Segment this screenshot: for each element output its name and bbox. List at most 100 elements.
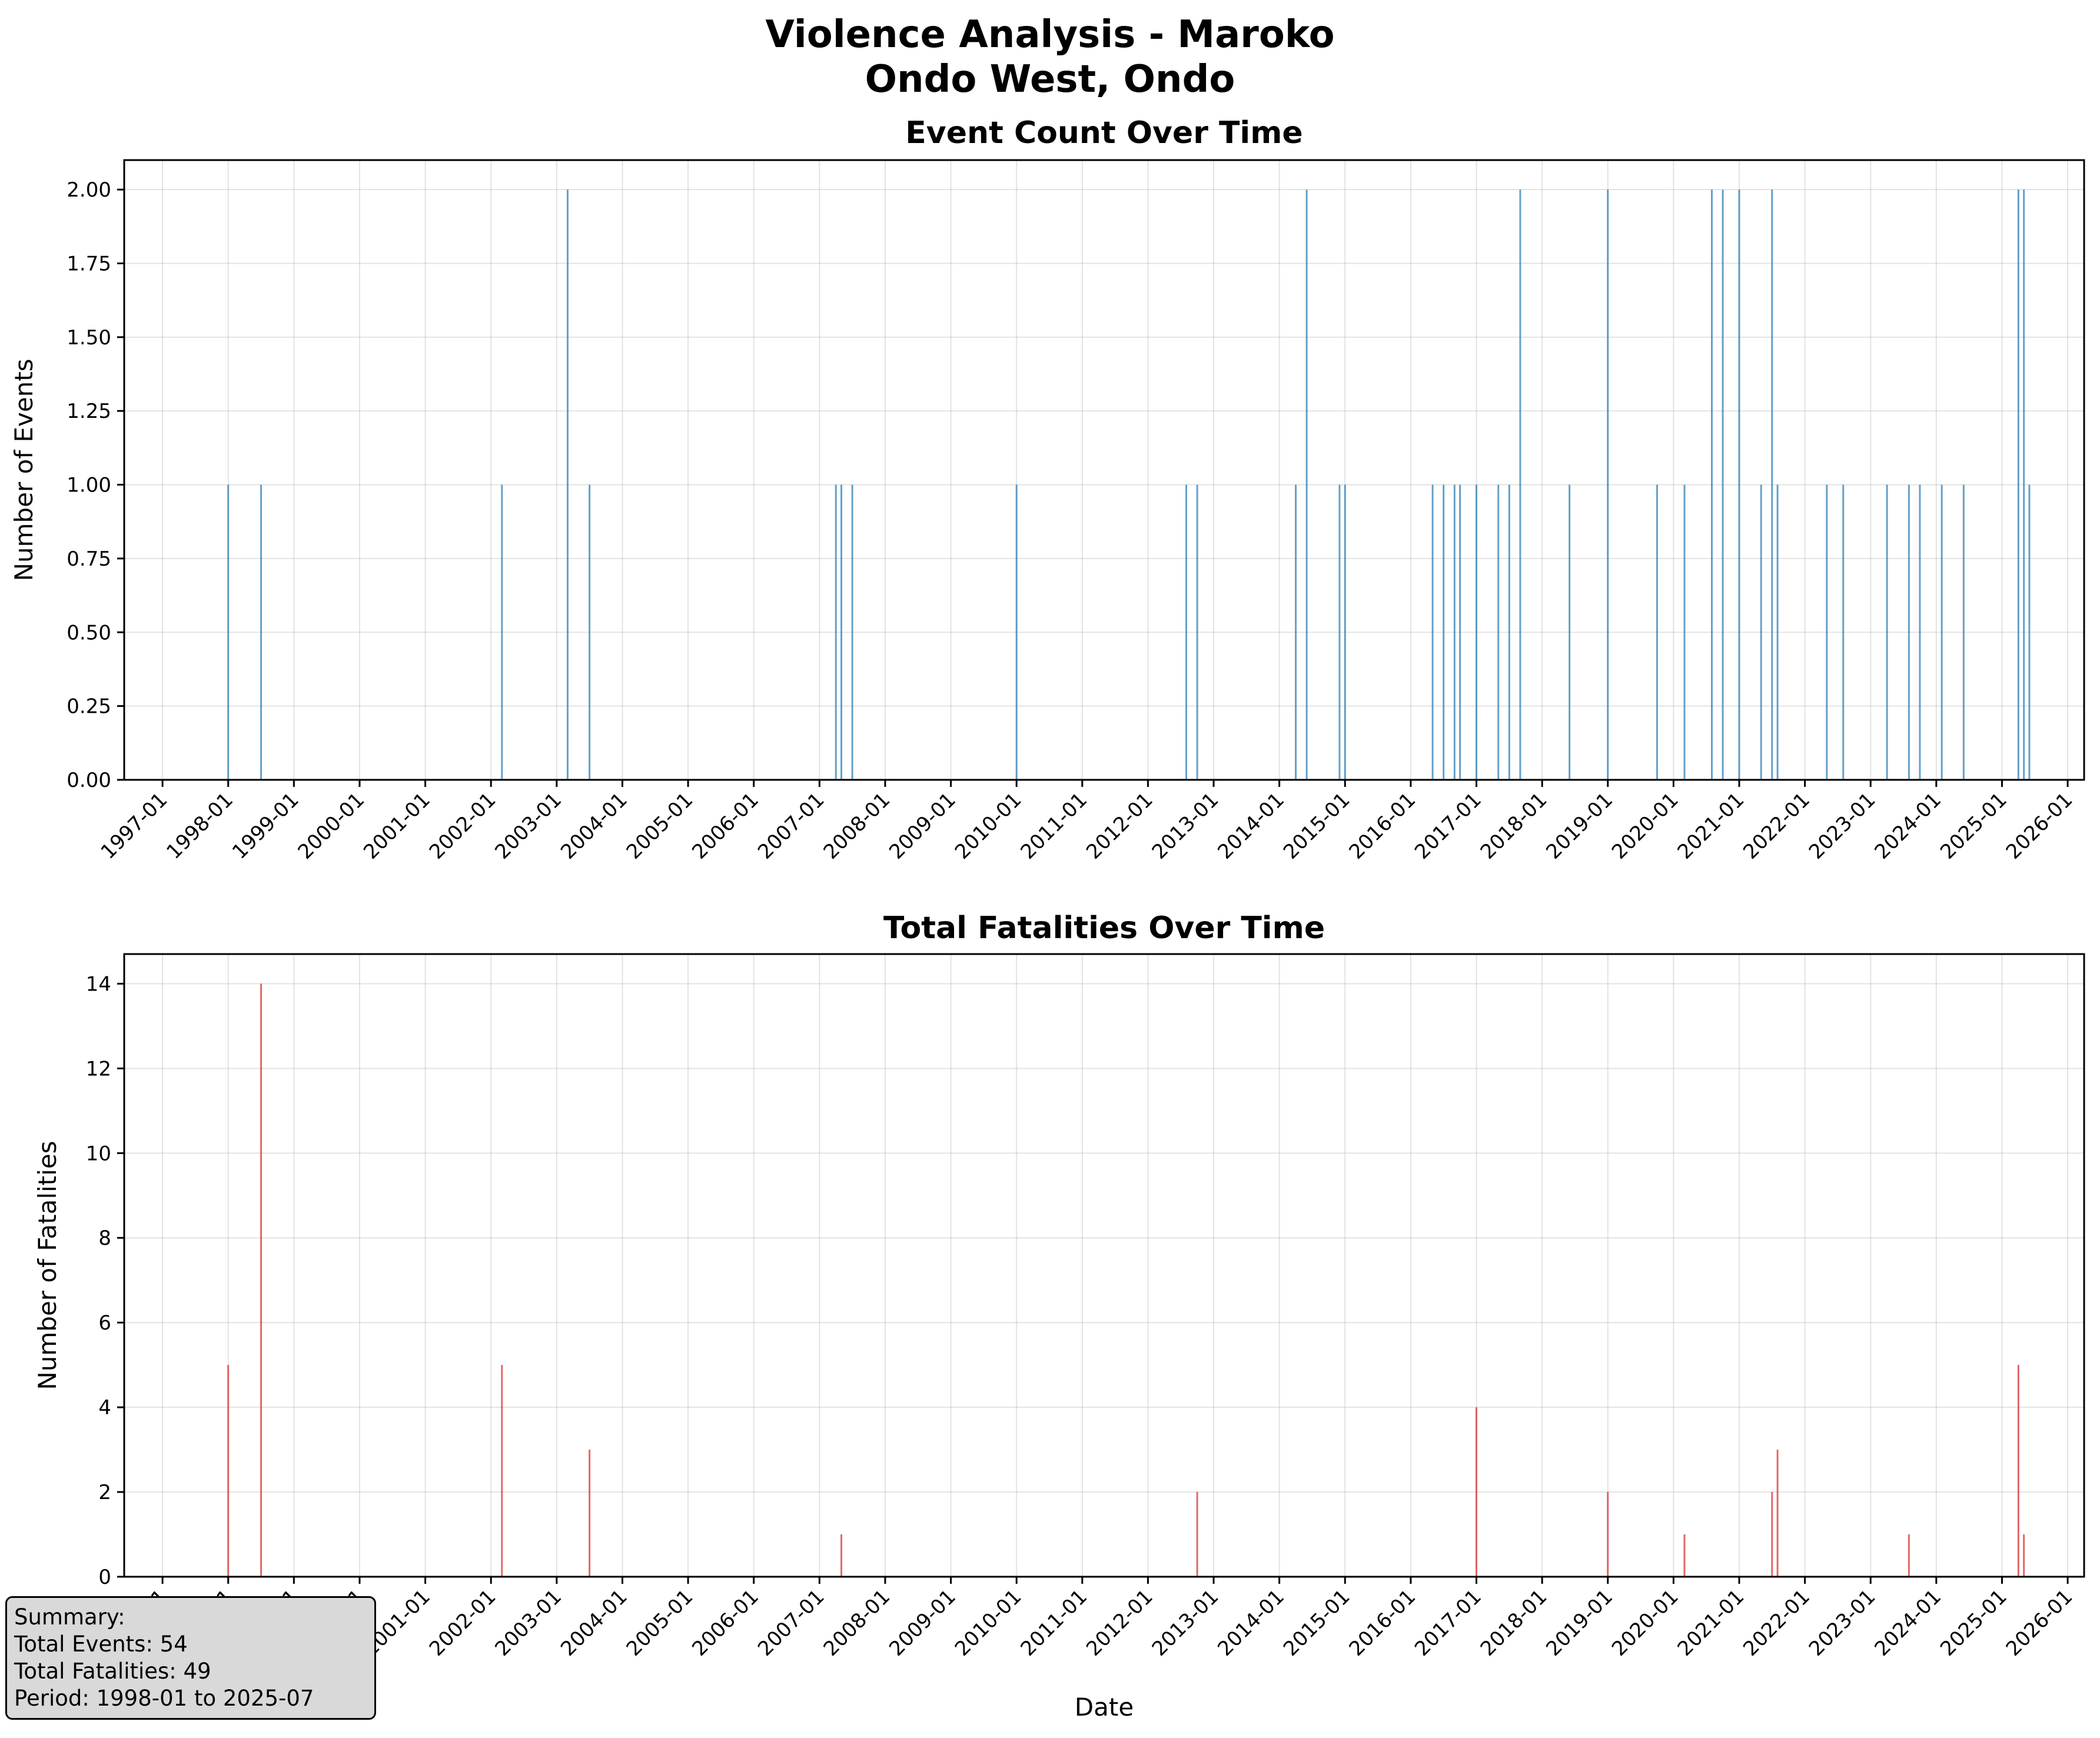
chart0-bar-23 bbox=[1569, 484, 1571, 780]
chart0-xtick-label-6: 2003-01 bbox=[490, 788, 566, 864]
chart0-bar-5 bbox=[835, 484, 837, 780]
chart0-bar-1 bbox=[260, 484, 262, 780]
chart0-bar-42 bbox=[2028, 484, 2031, 780]
chart0-xtick-label-8: 2005-01 bbox=[622, 788, 698, 864]
chart1-xtick-label-28: 2025-01 bbox=[1936, 1585, 2012, 1661]
chart1-xtick-label-25: 2022-01 bbox=[1739, 1585, 1815, 1661]
chart0-xtick-label-9: 2006-01 bbox=[687, 788, 763, 864]
chart0-bar-17 bbox=[1453, 484, 1456, 780]
chart0-ytick-label-7: 1.75 bbox=[67, 252, 111, 276]
chart0-bar-14 bbox=[1344, 484, 1346, 780]
chart0-xtick-label-10: 2007-01 bbox=[753, 788, 829, 864]
summary-period: Period: 1998-01 to 2025-07 bbox=[14, 1686, 314, 1711]
chart0-xtick-label-23: 2020-01 bbox=[1607, 788, 1683, 864]
chart0-bar-27 bbox=[1710, 190, 1713, 780]
chart1-ytick-label-0: 0 bbox=[98, 1566, 111, 1589]
chart1-xtick-label-19: 2016-01 bbox=[1345, 1585, 1421, 1661]
chart0-xtick-label-29: 2026-01 bbox=[2002, 788, 2078, 864]
chart1-title: Total Fatalities Over Time bbox=[883, 910, 1325, 946]
chart0-xtick-label-15: 2012-01 bbox=[1082, 788, 1158, 864]
chart0-xtick-label-19: 2016-01 bbox=[1345, 788, 1421, 864]
chart1-bar-9 bbox=[1771, 1492, 1773, 1577]
chart1-xtick-label-18: 2015-01 bbox=[1279, 1585, 1355, 1661]
chart0-bar-38 bbox=[1940, 484, 1943, 780]
chart0-bar-0 bbox=[227, 484, 230, 780]
chart1-xtick-label-22: 2019-01 bbox=[1541, 1585, 1617, 1661]
chart1-bar-13 bbox=[2023, 1534, 2025, 1577]
chart0-xtick-label-4: 2001-01 bbox=[359, 788, 435, 864]
chart0-bar-30 bbox=[1760, 484, 1762, 780]
chart1-xtick-label-14: 2011-01 bbox=[1016, 1585, 1092, 1661]
chart1-xtick-label-5: 2002-01 bbox=[425, 1585, 501, 1661]
chart0-bar-40 bbox=[2017, 190, 2019, 780]
figure-title-line2: Ondo West, Ondo bbox=[865, 58, 1235, 101]
chart0-bar-18 bbox=[1459, 484, 1461, 780]
chart0-bar-7 bbox=[851, 484, 853, 780]
chart1-bar-3 bbox=[589, 1450, 591, 1577]
chart0-xtick-label-16: 2013-01 bbox=[1148, 788, 1224, 864]
chart0-axes-frame bbox=[123, 159, 2085, 781]
chart1-bar-5 bbox=[1196, 1492, 1198, 1577]
chart0-bar-32 bbox=[1776, 484, 1779, 780]
chart1-ytick-label-6: 12 bbox=[86, 1057, 111, 1081]
chart0-bar-6 bbox=[840, 484, 843, 780]
chart0-bar-13 bbox=[1338, 484, 1341, 780]
chart1-ytick-label-5: 10 bbox=[86, 1142, 111, 1165]
chart1-bar-10 bbox=[1776, 1450, 1779, 1577]
chart1-xtick-label-17: 2014-01 bbox=[1213, 1585, 1289, 1661]
chart0-bar-19 bbox=[1476, 484, 1478, 780]
chart0-ytick-label-0: 0.00 bbox=[67, 769, 111, 792]
chart1-xtick-label-11: 2008-01 bbox=[819, 1585, 895, 1661]
summary-heading: Summary: bbox=[14, 1604, 125, 1630]
chart0-ytick-label-1: 0.25 bbox=[67, 695, 111, 719]
chart0-xtick-label-25: 2022-01 bbox=[1739, 788, 1815, 864]
chart0-bar-35 bbox=[1886, 484, 1888, 780]
chart0-bar-21 bbox=[1508, 484, 1510, 780]
chart0-xtick-label-2: 1999-01 bbox=[228, 788, 304, 864]
chart1-xtick-label-23: 2020-01 bbox=[1607, 1585, 1683, 1661]
chart1-bar-4 bbox=[840, 1534, 843, 1577]
chart1-xtick-label-15: 2012-01 bbox=[1082, 1585, 1158, 1661]
chart0-xtick-label-27: 2024-01 bbox=[1870, 788, 1946, 864]
chart1-bar-0 bbox=[227, 1365, 230, 1577]
chart0-bar-15 bbox=[1431, 484, 1434, 780]
chart0-xtick-label-24: 2021-01 bbox=[1673, 788, 1749, 864]
summary-total-fatalities: Total Fatalities: 49 bbox=[14, 1659, 211, 1684]
chart1-bar-12 bbox=[2017, 1365, 2019, 1577]
chart1-ytick-label-4: 8 bbox=[98, 1227, 111, 1250]
chart0-bar-16 bbox=[1443, 484, 1445, 780]
chart1-axes-frame bbox=[123, 953, 2085, 1578]
chart1-xtick-label-20: 2017-01 bbox=[1410, 1585, 1486, 1661]
chart1-xtick-label-21: 2018-01 bbox=[1476, 1585, 1552, 1661]
chart0-xtick-label-26: 2023-01 bbox=[1805, 788, 1880, 864]
chart0-bar-36 bbox=[1908, 484, 1910, 780]
chart0-bar-41 bbox=[2023, 190, 2025, 780]
chart1-xtick-label-24: 2021-01 bbox=[1673, 1585, 1749, 1661]
chart0-ytick-label-2: 0.50 bbox=[67, 621, 111, 644]
chart0-bar-8 bbox=[1015, 484, 1018, 780]
chart1-xtick-label-9: 2006-01 bbox=[687, 1585, 763, 1661]
summary-box: Summary: Total Events: 54 Total Fataliti… bbox=[5, 1596, 376, 1720]
chart0-xtick-label-3: 2000-01 bbox=[294, 788, 370, 864]
chart0-bar-24 bbox=[1607, 190, 1609, 780]
chart0-xtick-label-1: 1998-01 bbox=[162, 788, 238, 864]
chart1-xtick-label-26: 2023-01 bbox=[1805, 1585, 1880, 1661]
chart1-xtick-label-29: 2026-01 bbox=[2002, 1585, 2078, 1661]
chart0-bar-3 bbox=[566, 190, 569, 780]
chart0-xtick-label-7: 2004-01 bbox=[556, 788, 632, 864]
chart0-bar-33 bbox=[1826, 484, 1828, 780]
chart0-xtick-label-11: 2008-01 bbox=[819, 788, 895, 864]
chart0-bar-34 bbox=[1842, 484, 1845, 780]
chart0-xtick-label-21: 2018-01 bbox=[1476, 788, 1552, 864]
chart0-xtick-label-12: 2009-01 bbox=[885, 788, 961, 864]
chart1-xtick-label-12: 2009-01 bbox=[885, 1585, 961, 1661]
chart0-bar-39 bbox=[1962, 484, 1965, 780]
chart1-ylabel: Number of Fatalities bbox=[33, 1141, 62, 1390]
chart1-ytick-label-1: 2 bbox=[98, 1481, 111, 1504]
summary-total-events: Total Events: 54 bbox=[14, 1631, 188, 1657]
chart0-bar-29 bbox=[1738, 190, 1740, 780]
chart0-xtick-label-22: 2019-01 bbox=[1541, 788, 1617, 864]
chart0-bar-2 bbox=[501, 484, 503, 780]
chart0-xtick-label-28: 2025-01 bbox=[1936, 788, 2012, 864]
